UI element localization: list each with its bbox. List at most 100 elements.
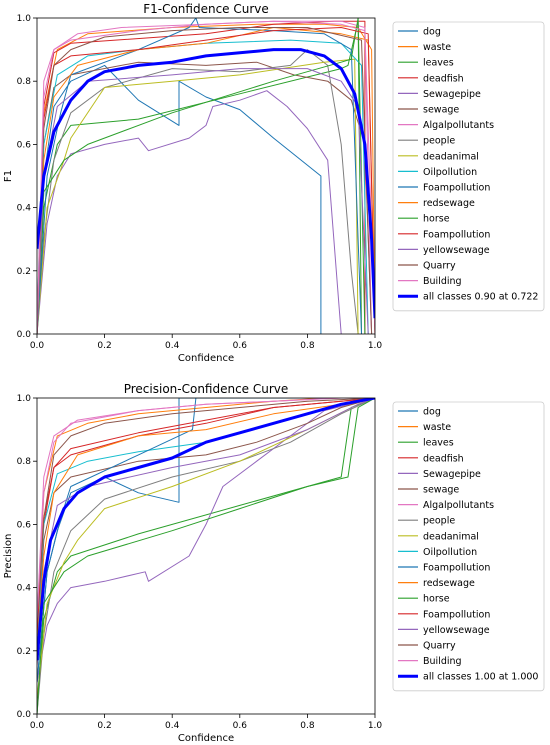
- legend-label: people: [423, 516, 455, 527]
- x-tick-label: 0.2: [97, 341, 111, 351]
- legend-label: horse: [423, 594, 450, 605]
- series-line-15: [37, 398, 375, 620]
- legend-label: redsewage: [423, 578, 475, 589]
- series-line-7: [37, 398, 375, 714]
- series-line-7: [37, 49, 359, 334]
- legend-label: people: [423, 136, 455, 147]
- x-tick-label: 0.4: [165, 721, 180, 731]
- y-tick-label: 0.8: [17, 457, 32, 467]
- x-tick-label: 0.4: [165, 341, 180, 351]
- series-lines: [37, 18, 375, 334]
- x-tick-label: 0.8: [300, 721, 315, 731]
- legend-label: Oilpollution: [423, 167, 477, 178]
- plot-frame: [36, 17, 376, 335]
- legend-label: redsewage: [423, 198, 475, 209]
- x-tick-label: 0.6: [233, 341, 248, 351]
- series-line-6: [37, 398, 375, 620]
- y-tick-label: 0.6: [17, 140, 32, 150]
- y-tick-label: 0.6: [17, 520, 32, 530]
- x-tick-label: 0.0: [30, 721, 45, 731]
- series-line-15: [37, 27, 373, 334]
- legend-label: Quarry: [423, 641, 456, 652]
- series-line-0: [37, 64, 322, 334]
- legend-label: deadanimal: [423, 151, 479, 162]
- legend-label: Building: [423, 276, 462, 287]
- y-tick-label: 0.4: [17, 584, 32, 594]
- series-line-16: [37, 398, 375, 620]
- series-line-11: [37, 398, 375, 651]
- legend-label: Algalpollutants: [423, 500, 494, 511]
- legend: dog waste leaves deadfish Sewagepipe sewage Al…: [392, 401, 545, 692]
- y-axis-label: F1: [3, 170, 14, 182]
- series-line-2: [37, 20, 362, 334]
- legend-label: Algalpollutants: [423, 120, 494, 131]
- legend-label: waste: [423, 422, 451, 433]
- legend-label: waste: [423, 42, 451, 53]
- series-line-13: [37, 398, 375, 636]
- chart-title: F1-Confidence Curve: [143, 2, 269, 16]
- legend: dog waste leaves deadfish Sewagepipe sewage Al…: [392, 21, 545, 312]
- series-line-8: [37, 58, 359, 334]
- y-tick-label: 0.0: [17, 710, 32, 720]
- y-tick-label: 0.2: [17, 267, 31, 277]
- chart-1: Precision-Confidence Curve 0.0 0.2 0.4 0.6 0.…: [3, 382, 545, 744]
- legend-label: Oilpollution: [423, 547, 477, 558]
- legend-label: leaves: [423, 58, 454, 69]
- legend-label: Quarry: [423, 261, 456, 272]
- y-tick-label: 1.0: [17, 394, 32, 404]
- legend-label: leaves: [423, 438, 454, 449]
- y-tick-label: 0.0: [17, 330, 32, 340]
- x-tick-label: 0.0: [30, 341, 45, 351]
- series-lines: [37, 398, 375, 714]
- x-tick-label: 0.8: [300, 341, 315, 351]
- series-line-13: [37, 27, 375, 334]
- series-line-16: [37, 20, 375, 334]
- legend-label: horse: [423, 214, 450, 225]
- x-tick-label: 0.2: [97, 721, 111, 731]
- series-line-14: [37, 398, 375, 667]
- series-line-1: [37, 23, 375, 334]
- legend-label: dog: [423, 27, 441, 38]
- legend-label: yellowsewage: [423, 245, 490, 256]
- plot-frame: [36, 397, 376, 715]
- series-line-1: [37, 398, 375, 651]
- y-tick-label: 1.0: [17, 14, 32, 24]
- x-tick-label: 1.0: [368, 721, 383, 731]
- legend-label: all classes 1.00 at 1.000: [423, 672, 538, 683]
- legend-label: deadfish: [423, 73, 464, 84]
- legend-label: deadanimal: [423, 531, 479, 542]
- series-line-17: [37, 48, 375, 319]
- series-line-3: [37, 398, 375, 620]
- legend-label: dog: [423, 407, 441, 418]
- x-tick-label: 1.0: [368, 341, 383, 351]
- legend-label: all classes 0.90 at 0.722: [423, 292, 538, 303]
- legend-label: Foampollution: [423, 183, 490, 194]
- legend-label: yellowsewage: [423, 625, 490, 636]
- series-line-6: [37, 20, 373, 334]
- series-line-2: [37, 398, 375, 714]
- y-tick-label: 0.8: [17, 77, 32, 87]
- series-line-4: [37, 90, 342, 334]
- series-line-14: [37, 68, 369, 334]
- legend-box: [392, 21, 545, 312]
- x-axis-label: Confidence: [178, 733, 234, 744]
- legend-label: Building: [423, 656, 462, 667]
- legend-label: sewage: [423, 485, 459, 496]
- x-tick-label: 0.6: [233, 721, 248, 731]
- series-line-3: [37, 20, 366, 334]
- series-line-17: [37, 398, 375, 661]
- series-line-10: [37, 398, 375, 683]
- y-axis-label: Precision: [3, 534, 14, 579]
- series-line-12: [37, 398, 375, 714]
- legend-label: Foampollution: [423, 229, 490, 240]
- y-tick-label: 0.4: [17, 204, 32, 214]
- chart-0: F1-Confidence Curve 0.0 0.2 0.4 0.6 0.8 1.0 0.0…: [3, 2, 545, 364]
- y-tick-label: 0.2: [17, 647, 31, 657]
- legend-box: [392, 401, 545, 692]
- legend-label: Foampollution: [423, 609, 490, 620]
- x-axis-label: Confidence: [178, 353, 234, 364]
- legend-label: deadfish: [423, 453, 464, 464]
- legend-label: sewage: [423, 105, 459, 116]
- chart-title: Precision-Confidence Curve: [124, 382, 289, 396]
